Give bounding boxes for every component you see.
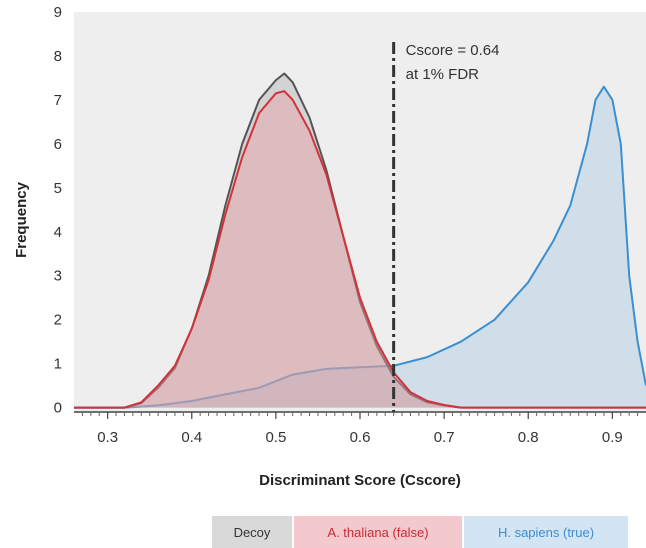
y-tick-label: 8 (54, 48, 62, 65)
legend-swatch-h-sapiens-true (464, 516, 628, 548)
y-tick-label: 4 (54, 224, 62, 241)
x-tick-label: 0.8 (518, 429, 539, 446)
y-tick-label: 7 (54, 92, 62, 109)
legend: Decoy A. thaliana (false) H. sapiens (true… (212, 516, 628, 548)
series-line-h-sapiens-true (74, 85, 646, 409)
x-tick-label: 0.5 (265, 429, 286, 446)
series-area-decoy (74, 73, 646, 408)
x-axis: 0.3 0.4 0.5 0.6 0.7 0.8 0.9 (74, 411, 646, 446)
x-axis-title: Discriminant Score (Cscore) (259, 472, 461, 489)
y-axis: 0 1 2 3 4 5 6 7 8 9 (54, 4, 62, 417)
threshold-label-line1: Cscore = 0.64 (406, 42, 500, 59)
plot-background (74, 12, 646, 412)
series-areas (74, 72, 646, 409)
y-tick-label: 1 (54, 356, 62, 373)
series-line-a-thaliana-false (74, 90, 646, 409)
y-tick-label: 0 (54, 400, 62, 417)
x-tick-label: 0.6 (350, 429, 371, 446)
y-tick-label: 2 (54, 312, 62, 329)
threshold-marker: Cscore = 0.64 at 1% FDR (392, 42, 500, 412)
threshold-label-line2: at 1% FDR (406, 66, 480, 83)
series-area-a-thaliana-false (74, 91, 646, 408)
y-tick-label: 9 (54, 4, 62, 21)
legend-swatch-decoy (212, 516, 292, 548)
y-axis-title: Frequency (13, 181, 30, 258)
legend-label-decoy: Decoy (234, 525, 271, 540)
x-tick-label: 0.9 (602, 429, 623, 446)
y-tick-label: 6 (54, 136, 62, 153)
series-line-decoy (74, 72, 646, 409)
legend-label-a-thaliana-false: A. thaliana (false) (327, 525, 428, 540)
series-area-h-sapiens-true (74, 86, 646, 408)
y-tick-label: 5 (54, 180, 62, 197)
x-tick-label: 0.7 (434, 429, 455, 446)
legend-swatch-a-thaliana-false (294, 516, 462, 548)
x-tick-label: 0.3 (97, 429, 118, 446)
y-tick-label: 3 (54, 268, 62, 285)
legend-label-h-sapiens-true: H. sapiens (true) (498, 525, 594, 540)
x-tick-label: 0.4 (181, 429, 202, 446)
